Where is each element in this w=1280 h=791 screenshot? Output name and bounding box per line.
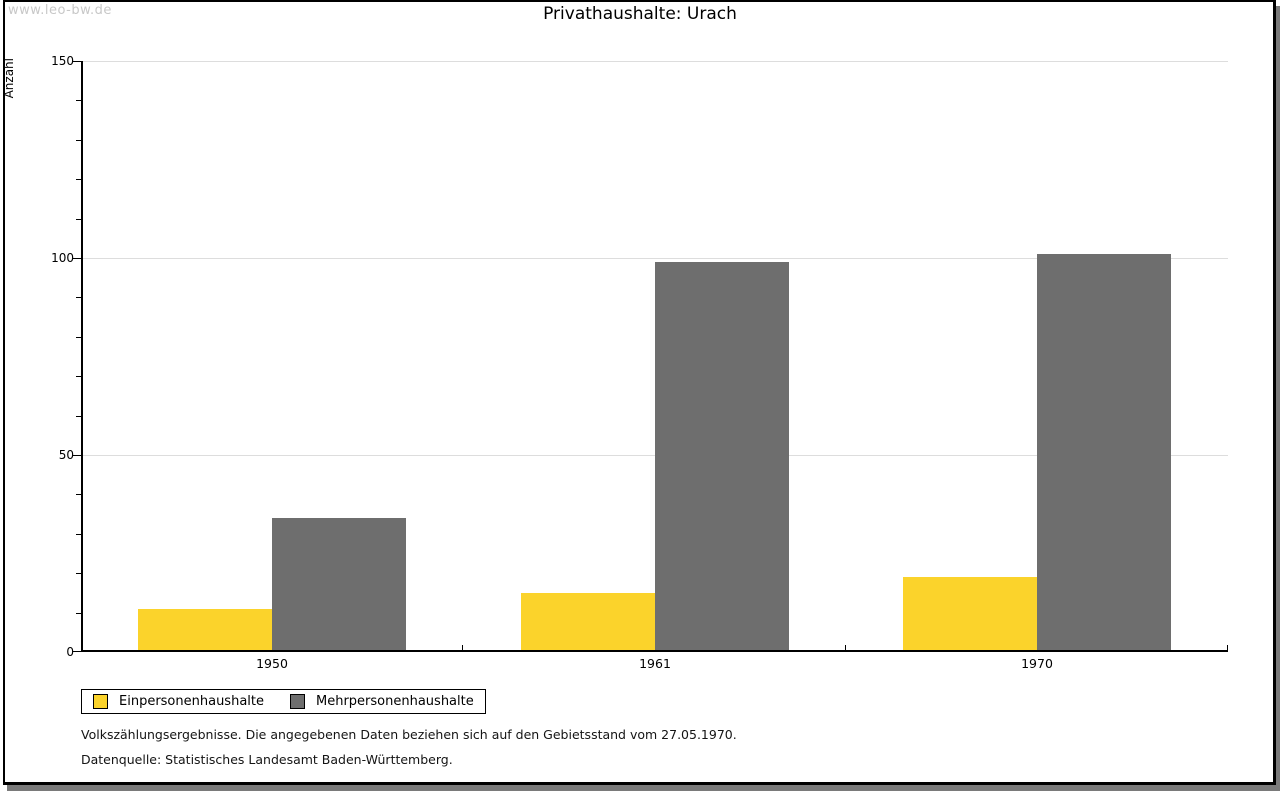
- y-tick-label-50: 50: [58, 448, 74, 462]
- watermark-url: www.leo-bw.de: [8, 3, 112, 18]
- legend-swatch-mehrpersonenhaushalte: [290, 694, 305, 709]
- x-tick-label-1950: 1950: [256, 656, 288, 671]
- gridline-150: [81, 61, 1228, 62]
- window-border-right: [1273, 0, 1276, 785]
- y-minor-tick-110: [76, 218, 81, 220]
- gridline-50: [81, 455, 1228, 456]
- window-shadow-bottom: [7, 785, 1280, 791]
- legend: Einpersonenhaushalte Mehrpersonenhaushalt…: [81, 689, 486, 714]
- y-minor-tick-130: [76, 139, 81, 141]
- bar-einpersonenhaushalte-1950: [138, 609, 272, 652]
- bar-mehrpersonenhaushalte-1950: [272, 518, 406, 652]
- y-minor-tick-60: [76, 415, 81, 417]
- legend-item-mehrpersonenhaushalte: Mehrpersonenhaushalte: [290, 694, 474, 709]
- legend-item-einpersonenhaushalte: Einpersonenhaushalte: [93, 694, 264, 709]
- window-border-top: [3, 0, 1276, 2]
- x-tick-label-1970: 1970: [1021, 656, 1053, 671]
- x-tick-1: [462, 645, 463, 652]
- y-minor-tick-120: [76, 179, 81, 181]
- chart-title: Privathaushalte: Urach: [543, 4, 737, 24]
- bar-einpersonenhaushalte-1970: [903, 577, 1037, 652]
- legend-label-mehrpersonenhaushalte: Mehrpersonenhaushalte: [316, 694, 474, 709]
- y-tick-50: [73, 455, 81, 456]
- x-tick-label-1961: 1961: [639, 656, 671, 671]
- y-minor-tick-70: [76, 376, 81, 378]
- window-border-bottom: [3, 782, 1276, 785]
- y-minor-tick-40: [76, 494, 81, 496]
- y-axis-label: Anzahl: [2, 58, 16, 99]
- legend-label-einpersonenhaushalte: Einpersonenhaushalte: [119, 694, 264, 709]
- x-tick-2: [845, 645, 846, 652]
- window-shadow-right: [1276, 6, 1280, 791]
- footnote-data-source: Datenquelle: Statistisches Landesamt Bad…: [81, 752, 453, 767]
- footnote-source-note: Volkszählungsergebnisse. Die angegebenen…: [81, 727, 737, 742]
- y-minor-tick-80: [76, 336, 81, 338]
- y-tick-0: [73, 651, 81, 652]
- y-tick-150: [73, 61, 81, 62]
- y-tick-100: [73, 258, 81, 259]
- y-tick-label-150: 150: [51, 54, 74, 68]
- bar-mehrpersonenhaushalte-1961: [655, 262, 789, 652]
- y-minor-tick-30: [76, 533, 81, 535]
- x-axis-line: [81, 650, 1228, 652]
- y-tick-label-100: 100: [51, 251, 74, 265]
- y-axis-line: [81, 61, 83, 652]
- bar-einpersonenhaushalte-1961: [521, 593, 655, 652]
- legend-swatch-einpersonenhaushalte: [93, 694, 108, 709]
- plot-area: [73, 61, 1228, 652]
- y-minor-tick-140: [76, 100, 81, 102]
- y-minor-tick-10: [76, 612, 81, 614]
- x-tick-3: [1227, 645, 1228, 652]
- bar-mehrpersonenhaushalte-1970: [1037, 254, 1171, 652]
- window-border-left: [3, 0, 5, 785]
- gridline-100: [81, 258, 1228, 259]
- y-minor-tick-20: [76, 573, 81, 575]
- y-minor-tick-90: [76, 297, 81, 299]
- y-tick-label-0: 0: [66, 645, 74, 659]
